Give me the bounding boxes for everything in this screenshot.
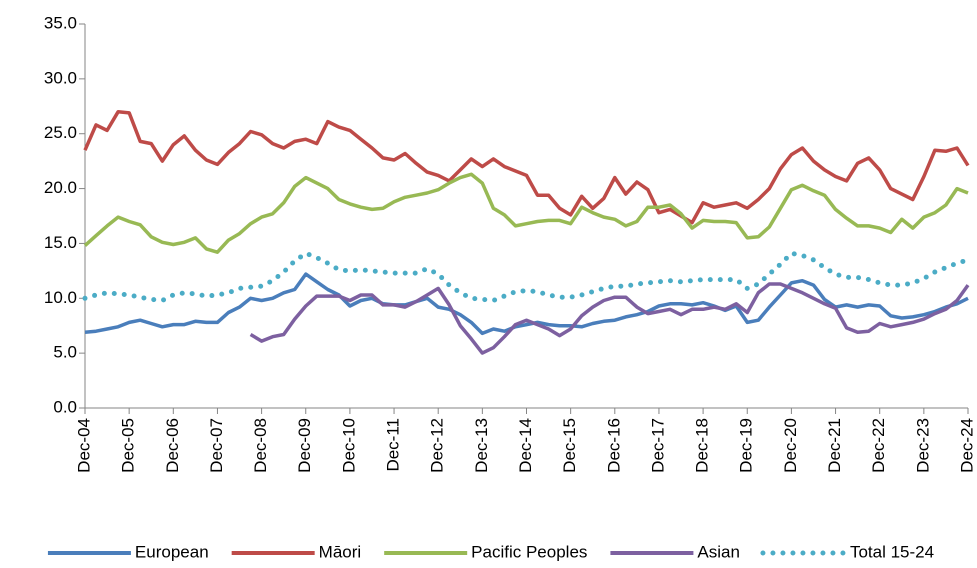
x-tick-label: Dec-12 (428, 418, 447, 473)
series-line (84, 272, 969, 336)
series-line (82, 250, 971, 303)
x-tick-label: Dec-13 (472, 418, 491, 473)
y-tick-label: 10.0 (44, 288, 77, 307)
y-tick-label: 35.0 (44, 13, 77, 32)
x-tick-label: Dec-23 (913, 418, 932, 473)
y-tick-label: 20.0 (44, 178, 77, 197)
x-tick-label: Dec-21 (825, 418, 844, 473)
y-tick-label: 25.0 (44, 123, 77, 142)
y-tick-label: 30.0 (44, 68, 77, 87)
y-tick-label: 0.0 (53, 397, 77, 416)
series-line (83, 172, 969, 254)
x-tick-label: Dec-06 (163, 418, 182, 473)
x-tick-label: Dec-10 (339, 418, 358, 473)
x-tick-label: Dec-09 (295, 418, 314, 473)
x-tick-label: Dec-18 (693, 418, 712, 473)
x-tick-label: Dec-11 (384, 418, 403, 472)
x-tick-label: Dec-24 (957, 418, 976, 473)
y-tick-label: 5.0 (53, 343, 77, 362)
x-tick-label: Dec-16 (604, 418, 623, 473)
x-tick-label: Dec-08 (251, 418, 270, 473)
series-line (249, 282, 970, 355)
x-tick-label: Dec-17 (648, 418, 667, 473)
x-tick-label: Dec-04 (74, 418, 93, 473)
y-tick-label: 15.0 (44, 233, 77, 252)
series-line (83, 110, 970, 225)
x-tick-label: Dec-19 (737, 418, 756, 473)
x-tick-label: Dec-14 (516, 418, 535, 473)
x-tick-label: Dec-20 (781, 418, 800, 473)
legend-label: Asian (697, 542, 740, 561)
legend-label: Pacific Peoples (471, 542, 587, 561)
x-tick-label: Dec-07 (207, 418, 226, 473)
legend-label: Total 15-24 (850, 542, 934, 561)
x-tick-label: Dec-22 (869, 418, 888, 473)
legend-label: Māori (319, 542, 362, 561)
x-tick-label: Dec-05 (119, 418, 138, 473)
legend-label: European (135, 542, 209, 561)
x-tick-label: Dec-15 (560, 418, 579, 473)
